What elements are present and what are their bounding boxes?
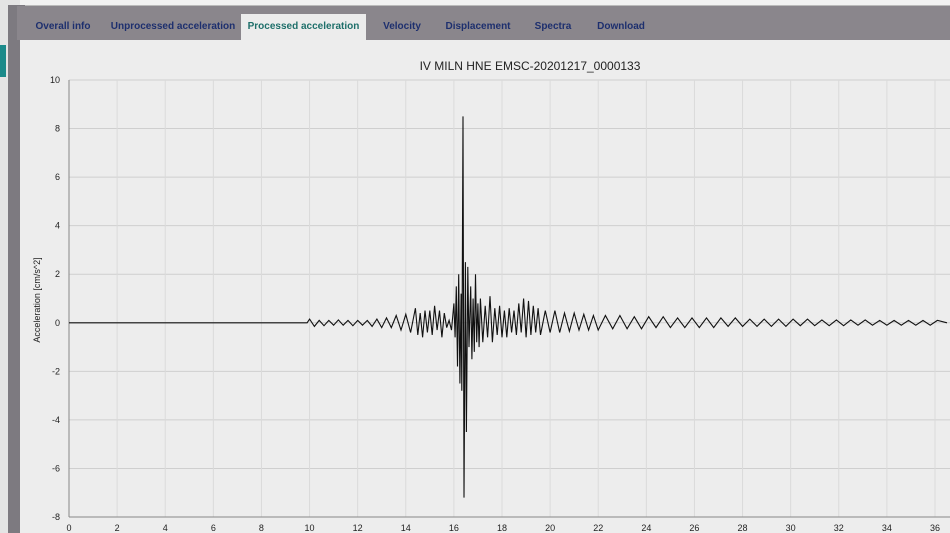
tab-download[interactable]: Download [597, 21, 645, 32]
tab-unprocessed-acceleration[interactable]: Unprocessed acceleration [110, 21, 236, 32]
y-tick-label: -8 [52, 512, 60, 522]
x-tick-label: 20 [545, 523, 555, 533]
tab-bar [17, 6, 950, 40]
y-tick-label: 4 [55, 221, 60, 231]
browser-edge [20, 0, 950, 6]
acceleration-trace [69, 116, 948, 498]
y-tick-label: 8 [55, 124, 60, 134]
sidebar-active-marker [0, 45, 6, 77]
x-tick-label: 22 [593, 523, 603, 533]
tab-processed-acceleration[interactable]: Processed acceleration [241, 14, 366, 40]
chart-title: IV MILN HNE EMSC-20201217_0000133 [420, 59, 641, 73]
x-tick-label: 4 [163, 523, 168, 533]
y-tick-label: 6 [55, 172, 60, 182]
tab-velocity[interactable]: Velocity [383, 21, 421, 32]
x-tick-label: 6 [211, 523, 216, 533]
x-tick-label: 24 [641, 523, 651, 533]
x-tick-label: 18 [497, 523, 507, 533]
x-tick-label: 34 [882, 523, 892, 533]
x-tick-label: 10 [305, 523, 315, 533]
tab-overall-info[interactable]: Overall info [35, 21, 91, 32]
x-tick-label: 26 [689, 523, 699, 533]
x-tick-label: 8 [259, 523, 264, 533]
y-tick-label: -2 [52, 366, 60, 376]
y-tick-label: 2 [55, 269, 60, 279]
x-tick-label: 30 [786, 523, 796, 533]
tab-displacement[interactable]: Displacement [445, 21, 511, 32]
y-tick-label: 10 [50, 75, 60, 85]
y-tick-label: -6 [52, 463, 60, 473]
x-tick-label: 14 [401, 523, 411, 533]
tab-spectra[interactable]: Spectra [534, 21, 572, 32]
x-tick-label: 12 [353, 523, 363, 533]
y-axis-label: Acceleration [cm/s^2] [32, 257, 42, 342]
chart-panel [20, 40, 950, 533]
x-tick-label: 36 [930, 523, 940, 533]
x-tick-label: 16 [449, 523, 459, 533]
x-tick-label: 0 [66, 523, 71, 533]
x-tick-label: 2 [115, 523, 120, 533]
y-tick-label: 0 [55, 318, 60, 328]
x-tick-label: 28 [738, 523, 748, 533]
x-tick-label: 32 [834, 523, 844, 533]
y-tick-label: -4 [52, 415, 60, 425]
